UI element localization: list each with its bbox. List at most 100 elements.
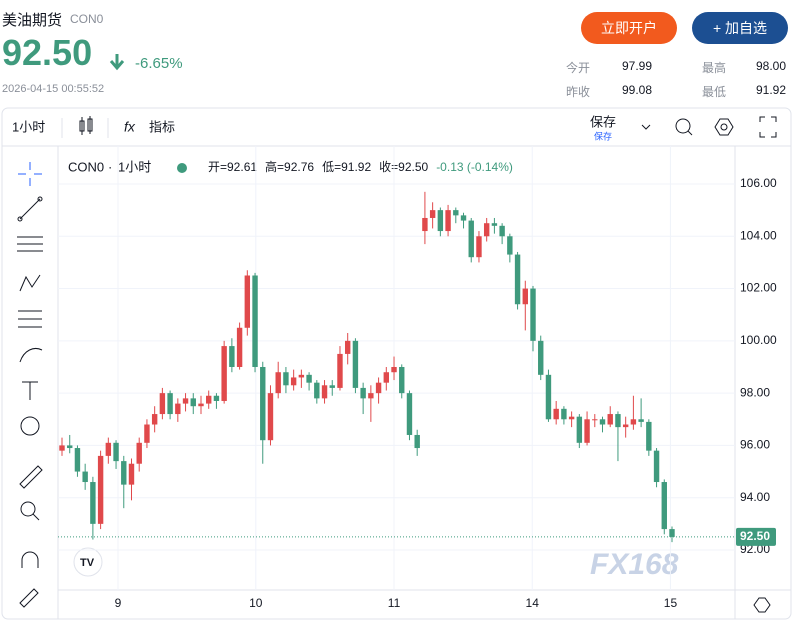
candle-body (653, 450, 660, 483)
candle-body (290, 377, 297, 386)
candle-body (630, 419, 637, 425)
y-tick-label: 94.00 (740, 490, 770, 504)
candle-body (607, 414, 613, 425)
legend-symbol: CON0 (68, 159, 104, 174)
stat-label: 最低 (702, 85, 727, 99)
candle-body (383, 372, 390, 383)
candle-body (638, 419, 644, 422)
candle-body (453, 210, 459, 216)
candle-body (391, 366, 397, 373)
candle-body (468, 220, 474, 258)
candle-body (368, 393, 374, 399)
candle-body (298, 374, 305, 378)
candle-body (507, 236, 513, 255)
y-tick-label: 100.00 (740, 333, 777, 347)
code: CON0 (70, 12, 104, 26)
legend-status (177, 163, 187, 173)
candle-body (275, 372, 281, 394)
last-price-label: 92.50 (740, 529, 770, 543)
candle-body (545, 374, 552, 420)
candle-body (514, 254, 521, 305)
candle-body (206, 395, 212, 404)
candle-body (221, 346, 227, 401)
candle-body (460, 215, 467, 221)
y-tick-label: 106.00 (740, 176, 777, 190)
indicators-button[interactable]: 指标 (149, 119, 175, 134)
tv-logo-text: TV (80, 557, 95, 569)
add-watch-button[interactable]: + 加自选 (692, 12, 788, 44)
candle-body (144, 424, 150, 443)
stat-value: 99.08 (621, 83, 652, 97)
candle-body (429, 210, 436, 218)
legend-value: -0.13 (-0.14%) (436, 160, 513, 174)
alert-icon[interactable] (675, 118, 693, 136)
candle-body (399, 366, 405, 394)
candle-body (260, 366, 266, 441)
stat-value: 97.99 (621, 59, 652, 73)
candle-icon[interactable] (79, 116, 93, 135)
save-dropdown[interactable] (641, 124, 651, 130)
settings-icon-dot (720, 123, 728, 131)
candle-body (283, 372, 289, 386)
change: -6.65% (135, 55, 183, 72)
axis-settings[interactable] (753, 597, 771, 613)
save-sub: 保存 (594, 130, 612, 141)
candle-body (97, 455, 104, 524)
settings-icon[interactable] (714, 118, 734, 136)
x-tick-label: 10 (249, 596, 263, 610)
candle-body (213, 395, 220, 401)
candle-body (352, 340, 359, 388)
legend-interval: 1小时 (118, 159, 151, 174)
candle-body (615, 414, 621, 428)
price: 92.50 (2, 32, 93, 73)
candle-body (121, 461, 127, 485)
legend-value: 开=92.61 (208, 160, 257, 174)
candle-body (553, 408, 559, 420)
stat-value: 98.00 (755, 59, 786, 73)
candle-body (375, 382, 382, 394)
candle-body (437, 210, 444, 232)
save-button[interactable]: 保存 (590, 114, 616, 129)
candle-body (561, 408, 567, 420)
candle-body (321, 385, 328, 399)
fullscreen-icon[interactable] (759, 116, 777, 138)
candle-body (522, 288, 528, 305)
stat-label: 今开 (566, 61, 591, 75)
open-account-button[interactable]: 立即开户 (581, 12, 677, 44)
candle-body (483, 223, 490, 237)
candle-body (661, 482, 667, 530)
candle-body (59, 445, 65, 451)
candle-body (252, 275, 258, 367)
drawing-tools[interactable] (17, 162, 43, 608)
candle-body (406, 393, 413, 435)
fx-icon[interactable]: fx (124, 119, 136, 135)
candle-body (244, 275, 251, 328)
candle-body (151, 414, 158, 425)
time: 2026-04-15 00:55:52 (2, 83, 105, 95)
candle-body (128, 463, 135, 485)
y-tick-label: 104.00 (740, 228, 777, 242)
candle-body (182, 398, 189, 404)
stat-value: 91.92 (755, 83, 786, 97)
candle-body (236, 327, 243, 367)
down-arrow (109, 54, 125, 71)
y-tick-label: 102.00 (740, 281, 777, 295)
candle-body (622, 424, 629, 428)
candle-body (445, 210, 451, 232)
last-price-tag (736, 527, 776, 546)
candle-body (344, 340, 351, 354)
legend-value: 高=92.76 (265, 159, 314, 174)
candle-body (82, 471, 88, 483)
y-tick-label: 96.00 (740, 438, 770, 452)
legend-value: 低=91.92 (322, 160, 371, 174)
candle-body (491, 223, 498, 226)
y-tick-label: 98.00 (740, 385, 770, 399)
candle-body (592, 419, 598, 421)
x-tick-label: 9 (115, 596, 122, 610)
candle-body (136, 442, 142, 464)
interval-button[interactable]: 1小时 (12, 119, 45, 134)
x-tick-label: 11 (388, 596, 401, 610)
candle-body (314, 382, 320, 399)
